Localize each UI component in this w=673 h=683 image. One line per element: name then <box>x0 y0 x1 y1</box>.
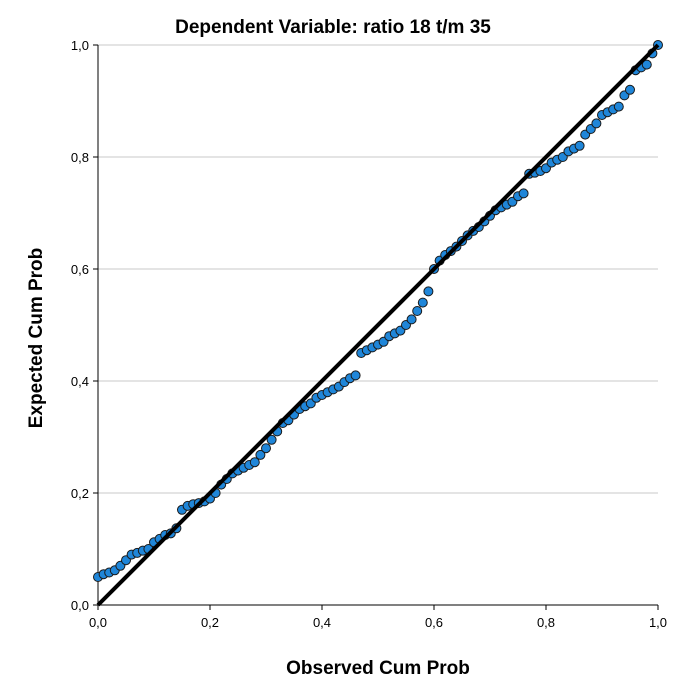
data-point <box>255 449 266 460</box>
x-axis-label: Observed Cum Prob <box>286 658 470 679</box>
data-point <box>423 286 434 297</box>
data-point <box>417 297 428 308</box>
y-tick-label: 1,0 <box>71 38 89 53</box>
data-point <box>518 188 529 199</box>
y-tick-label: 0,2 <box>71 486 89 501</box>
data-point <box>266 434 277 445</box>
axis-ticks: 0,0 0,2 0,4 0,6 0,8 1,0 0,0 0,2 0,4 0,6 0,8 1,0 <box>71 38 667 630</box>
x-tick-label: 1,0 <box>649 615 667 630</box>
x-tick-label: 0,0 <box>89 615 107 630</box>
y-tick-label: 0,6 <box>71 262 89 277</box>
y-tick-label: 0,4 <box>71 374 89 389</box>
data-point <box>350 370 361 381</box>
x-tick-label: 0,2 <box>201 615 219 630</box>
data-point <box>412 306 423 316</box>
data-points <box>93 40 663 582</box>
data-point <box>625 84 635 95</box>
data-point <box>261 443 271 454</box>
chart-title: Dependent Variable: ratio 18 t/m 35 <box>175 17 491 38</box>
gridlines <box>98 44 658 494</box>
data-point <box>641 59 652 70</box>
y-tick-label: 0,8 <box>71 150 89 165</box>
x-tick-label: 0,6 <box>425 615 443 630</box>
data-point <box>406 314 417 325</box>
y-axis-label: Expected Cum Prob <box>26 248 47 429</box>
data-point <box>613 101 624 112</box>
x-tick-label: 0,4 <box>313 615 331 630</box>
data-point <box>574 140 585 151</box>
data-point <box>591 118 602 129</box>
y-tick-label: 0,0 <box>71 598 89 613</box>
data-point <box>249 457 260 468</box>
reference-line <box>96 43 660 607</box>
x-tick-label: 0,8 <box>537 615 555 630</box>
